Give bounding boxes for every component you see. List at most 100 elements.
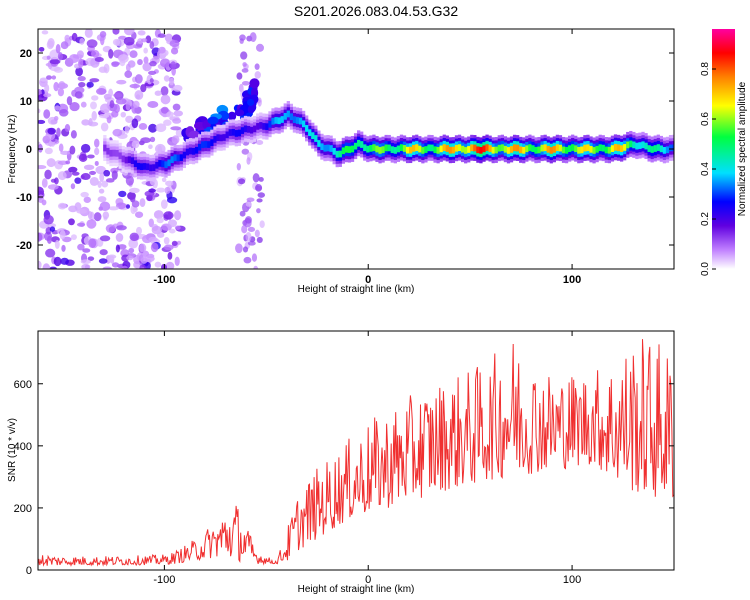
spectrogram-noise-blob xyxy=(99,235,111,242)
colorbar-tick-label: 0.4 xyxy=(700,162,711,176)
spectrogram-ridge-cell xyxy=(308,129,312,137)
spectrogram-noise-blob xyxy=(239,34,246,41)
spectrogram-noise-blob xyxy=(98,258,108,264)
spectrogram-ridge-cell xyxy=(204,141,208,148)
spectrogram-noise-blob xyxy=(125,115,134,124)
spectrogram-noise-blob xyxy=(165,180,174,187)
spectrogram-noise-blob xyxy=(68,218,75,226)
spectrogram-noise-blob xyxy=(46,55,51,60)
spectrogram-noise-blob xyxy=(149,41,155,50)
spectrogram-ridge-cell xyxy=(185,148,190,156)
spectrogram-noise-blob xyxy=(167,219,178,228)
spectrogram-noise-blob xyxy=(156,231,165,238)
spectrogram-noise-blob xyxy=(69,102,80,112)
spectrogram-ridge-cell xyxy=(476,146,480,154)
spectrogram-noise-blob xyxy=(160,86,169,96)
spectrogram-ridge-cell xyxy=(583,144,587,152)
spectrogram-noise-blob xyxy=(125,204,131,209)
spectrogram-noise-blob xyxy=(126,255,134,261)
spectrogram-ridge-cell xyxy=(222,134,226,141)
snr-y-tick-label: 400 xyxy=(14,441,32,453)
spectrogram-noise-blob xyxy=(80,101,87,108)
spectrogram-ridge-cell xyxy=(592,147,596,154)
snr-x-label: Height of straight line (km) xyxy=(298,584,415,595)
spectrogram-noise-blob xyxy=(113,92,123,98)
spectrogram-noise-blob xyxy=(108,48,114,59)
colorbar-tick-label: 0.8 xyxy=(700,62,711,76)
spectrogram-ridge-cell xyxy=(118,152,122,160)
spectrogram-y-tick-label: -10 xyxy=(16,192,32,204)
spectrogram-noise-blob xyxy=(131,140,140,149)
spectrogram-noise-blob xyxy=(163,119,172,126)
spectrogram-noise-blob xyxy=(247,241,256,246)
spectrogram-ridge-cell xyxy=(619,145,624,153)
spectrogram-noise-blob xyxy=(148,144,153,150)
spectrogram-ridge-cell xyxy=(164,161,168,169)
spectrogram-noise-blob xyxy=(103,169,111,177)
spectrogram-ridge-cell xyxy=(653,145,657,152)
spectrogram-noise-blob xyxy=(78,153,88,162)
spectrogram-noise-blob xyxy=(149,60,157,67)
spectrogram-noise-blob xyxy=(74,91,83,99)
spectrogram-ridge-cell xyxy=(638,142,642,149)
spectrogram-x-tick-label: 100 xyxy=(563,274,581,286)
spectrogram-noise-blob xyxy=(102,211,110,220)
spectrogram-noise-blob xyxy=(143,255,155,263)
spectrogram-noise-blob xyxy=(101,180,109,188)
spectrogram-noise-blob xyxy=(38,119,46,124)
spectrogram-noise-blob xyxy=(112,29,120,35)
spectrogram-ridge-cell xyxy=(167,159,171,167)
spectrogram-ridge-cell xyxy=(516,144,520,152)
spectrogram-noise-blob xyxy=(87,121,99,127)
spectrogram-ridge-cell xyxy=(457,144,462,151)
spectrogram-ridge-cell xyxy=(243,125,248,133)
spectrogram-noise-blob xyxy=(70,130,77,139)
spectrogram-ridge-cell xyxy=(375,145,379,153)
spectrogram-noise-blob xyxy=(94,138,100,148)
chart-title: S201.2026.083.04.53.G32 xyxy=(294,3,458,19)
spectrogram-noise-blob xyxy=(154,261,162,268)
spectrogram-ridge-cell xyxy=(188,147,193,155)
spectrogram-noise-blob xyxy=(148,236,158,242)
spectrogram-noise-blob xyxy=(134,90,144,100)
spectrogram-noise-blob xyxy=(157,33,166,38)
spectrogram-noise-blob xyxy=(246,157,251,165)
spectrogram-noise-blob xyxy=(86,39,98,48)
spectrogram-noise-blob xyxy=(111,61,119,68)
spectrogram-ridge-cell xyxy=(289,113,294,121)
spectrogram-noise-blob xyxy=(65,160,71,165)
spectrogram-noise-blob xyxy=(95,165,106,175)
spectrogram-noise-blob xyxy=(47,184,59,190)
spectrogram-noise-blob xyxy=(245,231,252,242)
spectrogram-ridge-cell xyxy=(210,139,214,147)
spectrogram-noise-blob xyxy=(57,171,67,181)
spectrogram-ridge-cell xyxy=(384,144,388,152)
spectrogram-ridge-cell xyxy=(586,144,590,152)
spectrogram-noise-blob xyxy=(170,126,182,131)
spectrogram-noise-blob xyxy=(88,238,97,249)
spectrogram-noise-blob xyxy=(137,30,146,36)
spectrogram-noise-blob xyxy=(112,38,121,46)
colorbar: 0.0 0.2 0.4 0.6 0.8 Normalized spectral ampl… xyxy=(700,29,748,276)
spectrogram-noise-blob xyxy=(56,127,61,138)
spectrogram-ridge-cell xyxy=(671,144,674,152)
spectrogram-ridge-cell xyxy=(106,147,110,155)
spectrogram-ridge-cell xyxy=(668,144,673,152)
spectrogram-noise-blob xyxy=(77,58,84,69)
spectrogram-ridge-cell xyxy=(537,146,541,154)
snr-x-tick-label: 0 xyxy=(365,574,371,586)
spectrogram-noise-blob xyxy=(58,81,66,90)
spectrogram-ridge-cell xyxy=(268,120,272,128)
spectrogram-noise-blob xyxy=(99,172,105,183)
spectrogram-noise-blob xyxy=(163,244,174,251)
spectrogram-ridge-cell xyxy=(430,144,434,152)
spectrogram-ridge-cell xyxy=(366,145,370,153)
spectrogram-noise-blob xyxy=(246,197,255,202)
spectrogram-ridge-cell xyxy=(207,141,211,148)
spectrogram-noise-blob xyxy=(47,127,56,135)
spectrogram-noise-blob xyxy=(171,240,178,246)
spectrogram-noise-blob xyxy=(255,139,264,145)
snr-frame xyxy=(37,330,675,571)
spectrogram-noise-blob xyxy=(87,211,93,220)
spectrogram-branch-blob xyxy=(234,109,245,117)
